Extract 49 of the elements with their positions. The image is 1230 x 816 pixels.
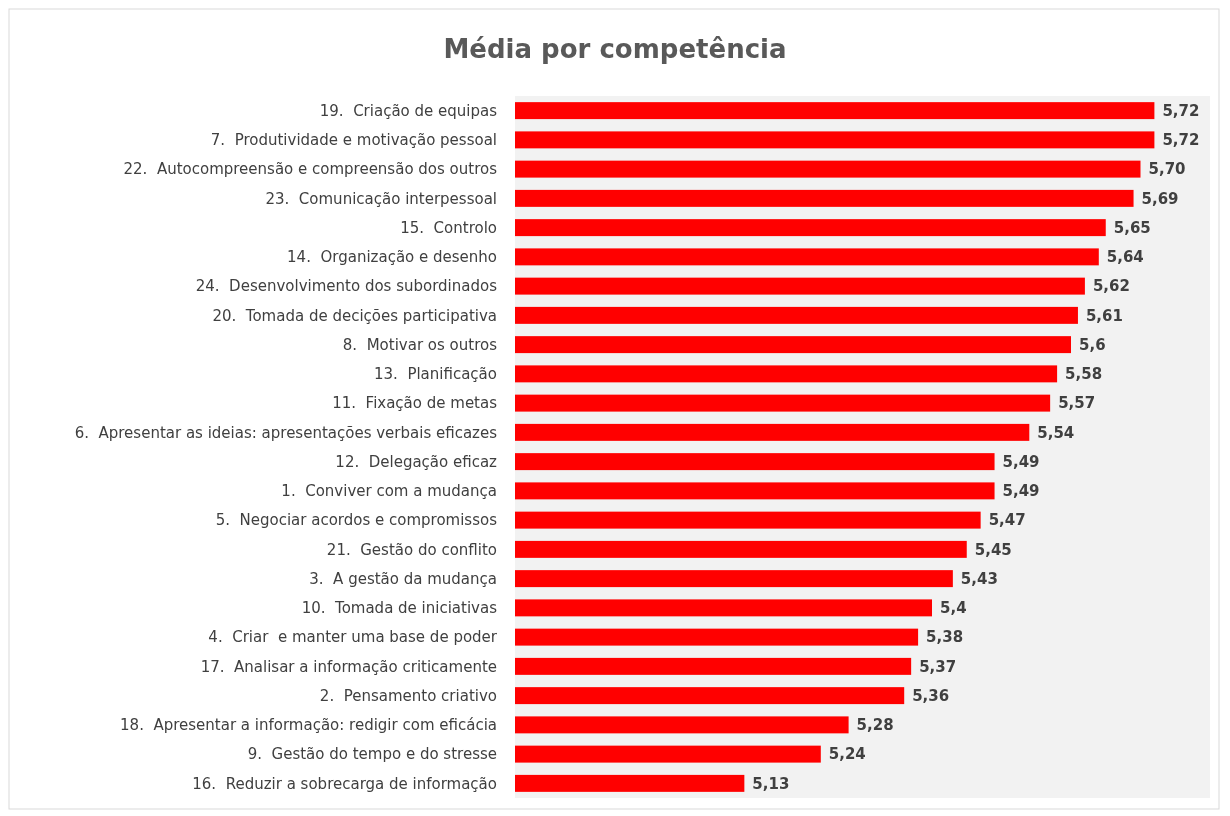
y-tick-label: 12. Delegação eficaz [335,452,498,471]
y-tick-label: 17. Analisar a informação criticamente [200,657,497,676]
data-label: 5,57 [1058,394,1096,413]
data-label: 5,49 [1002,482,1040,501]
data-label: 5,13 [752,774,790,793]
y-tick-label: 19. Criação de equipas [319,101,498,120]
y-tick-label: 14. Organização e desenho [287,248,497,267]
y-tick-label: 1. Conviver com a mudança [281,482,497,501]
chart-title: Média por competência [443,34,787,64]
y-tick-label: 6. Apresentar as ideias: apresentações verbais eficazes [74,423,498,442]
y-tick-label: 23. Comunicação interpessoal [265,189,497,208]
data-label: 5,69 [1141,189,1179,208]
data-label: 5,36 [912,686,950,705]
y-tick-label: 8. Motivar os outros [342,335,498,354]
data-label: 5,37 [919,657,957,676]
y-tick-label: 7. Produtividade e motivação pessoal [210,131,497,150]
y-tick-label: 20. Tomada de decições participativa [212,306,497,325]
data-label: 5,43 [960,569,998,588]
data-label: 5,49 [1002,452,1040,471]
y-tick-label: 11. Fixação de metas [332,394,498,413]
y-tick-label: 2. Pensamento criativo [319,686,497,705]
data-label: 5,28 [856,716,894,735]
y-tick-label: 4. Criar e manter uma base de poder [208,628,498,647]
data-label: 5,45 [974,540,1012,559]
y-tick-label: 10. Tomada de iniciativas [301,599,498,618]
data-label: 5,64 [1106,248,1144,267]
y-tick-label: 22. Autocompreensão e compreensão dos outros [123,160,498,179]
data-label: 5,70 [1148,160,1186,179]
data-label: 5,6 [1079,335,1106,354]
data-label: 5,61 [1085,306,1123,325]
data-label: 5,65 [1113,218,1151,237]
data-label: 5,72 [1162,131,1200,150]
data-label: 5,72 [1162,101,1200,120]
data-label: 5,38 [926,628,964,647]
y-tick-label: 18. Apresentar a informação: redigir com eficácia [120,716,497,735]
data-label: 5,62 [1092,277,1130,296]
data-label: 5,4 [940,599,967,618]
data-label: 5,24 [828,745,866,764]
y-tick-label: 15. Controlo [400,218,497,237]
y-tick-label: 9. Gestão do tempo e do stresse [247,745,497,764]
data-label: 5,47 [988,511,1026,530]
y-tick-label: 5. Negociar acordos e compromissos [215,511,498,530]
data-label: 5,58 [1065,365,1103,384]
y-tick-label: 24. Desenvolvimento dos subordinados [195,277,498,296]
data-label: 5,54 [1037,423,1075,442]
y-tick-label: 16. Reduzir a sobrecarga de informação [192,774,497,793]
y-tick-label: 21. Gestão do conflito [326,540,497,559]
y-tick-label: 13. Planificação [374,365,497,384]
y-tick-label: 3. A gestão da mudança [309,569,497,588]
